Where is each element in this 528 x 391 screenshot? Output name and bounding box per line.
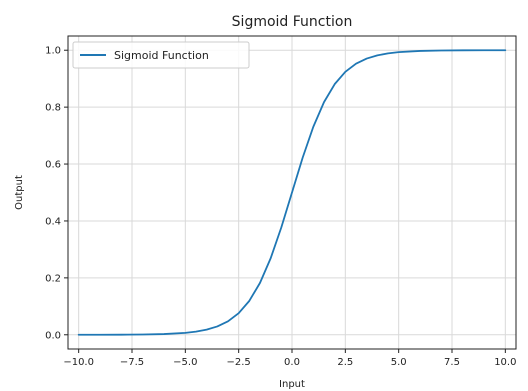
x-tick-label: 7.5 [444, 357, 460, 368]
y-tick-label: 0.2 [45, 273, 61, 284]
y-tick-label: 0.0 [45, 330, 61, 341]
y-tick-label: 0.4 [45, 216, 61, 227]
y-axis-label: Output [14, 175, 25, 210]
legend-box [72, 41, 250, 69]
x-tick-label: 2.5 [337, 357, 353, 368]
y-tick-label: 1.0 [45, 46, 61, 57]
x-tick-label: −2.5 [227, 357, 251, 368]
legend-entry-label: Sigmoid Function [114, 49, 209, 62]
sigmoid-series-line [77, 49, 507, 336]
x-tick-label: 5.0 [391, 357, 407, 368]
x-tick-label: 10.0 [494, 357, 516, 368]
y-tick-label: 0.8 [45, 103, 61, 114]
x-tick-label: −10.0 [63, 357, 94, 368]
x-axis-label: Input [279, 379, 305, 390]
tick-marks: −10.0 −7.5 −5.0 −2.5 0.0 2.5 5.0 7.5 10.0 0.0 0.2 0… [45, 46, 516, 368]
series-layer [77, 49, 507, 336]
chart-title: Sigmoid Function [232, 14, 353, 30]
legend: Sigmoid Function [72, 41, 250, 69]
x-tick-label: 0.0 [284, 357, 300, 368]
x-tick-label: −7.5 [120, 357, 144, 368]
x-tick-label: −5.0 [173, 357, 197, 368]
y-tick-label: 0.6 [45, 160, 61, 171]
